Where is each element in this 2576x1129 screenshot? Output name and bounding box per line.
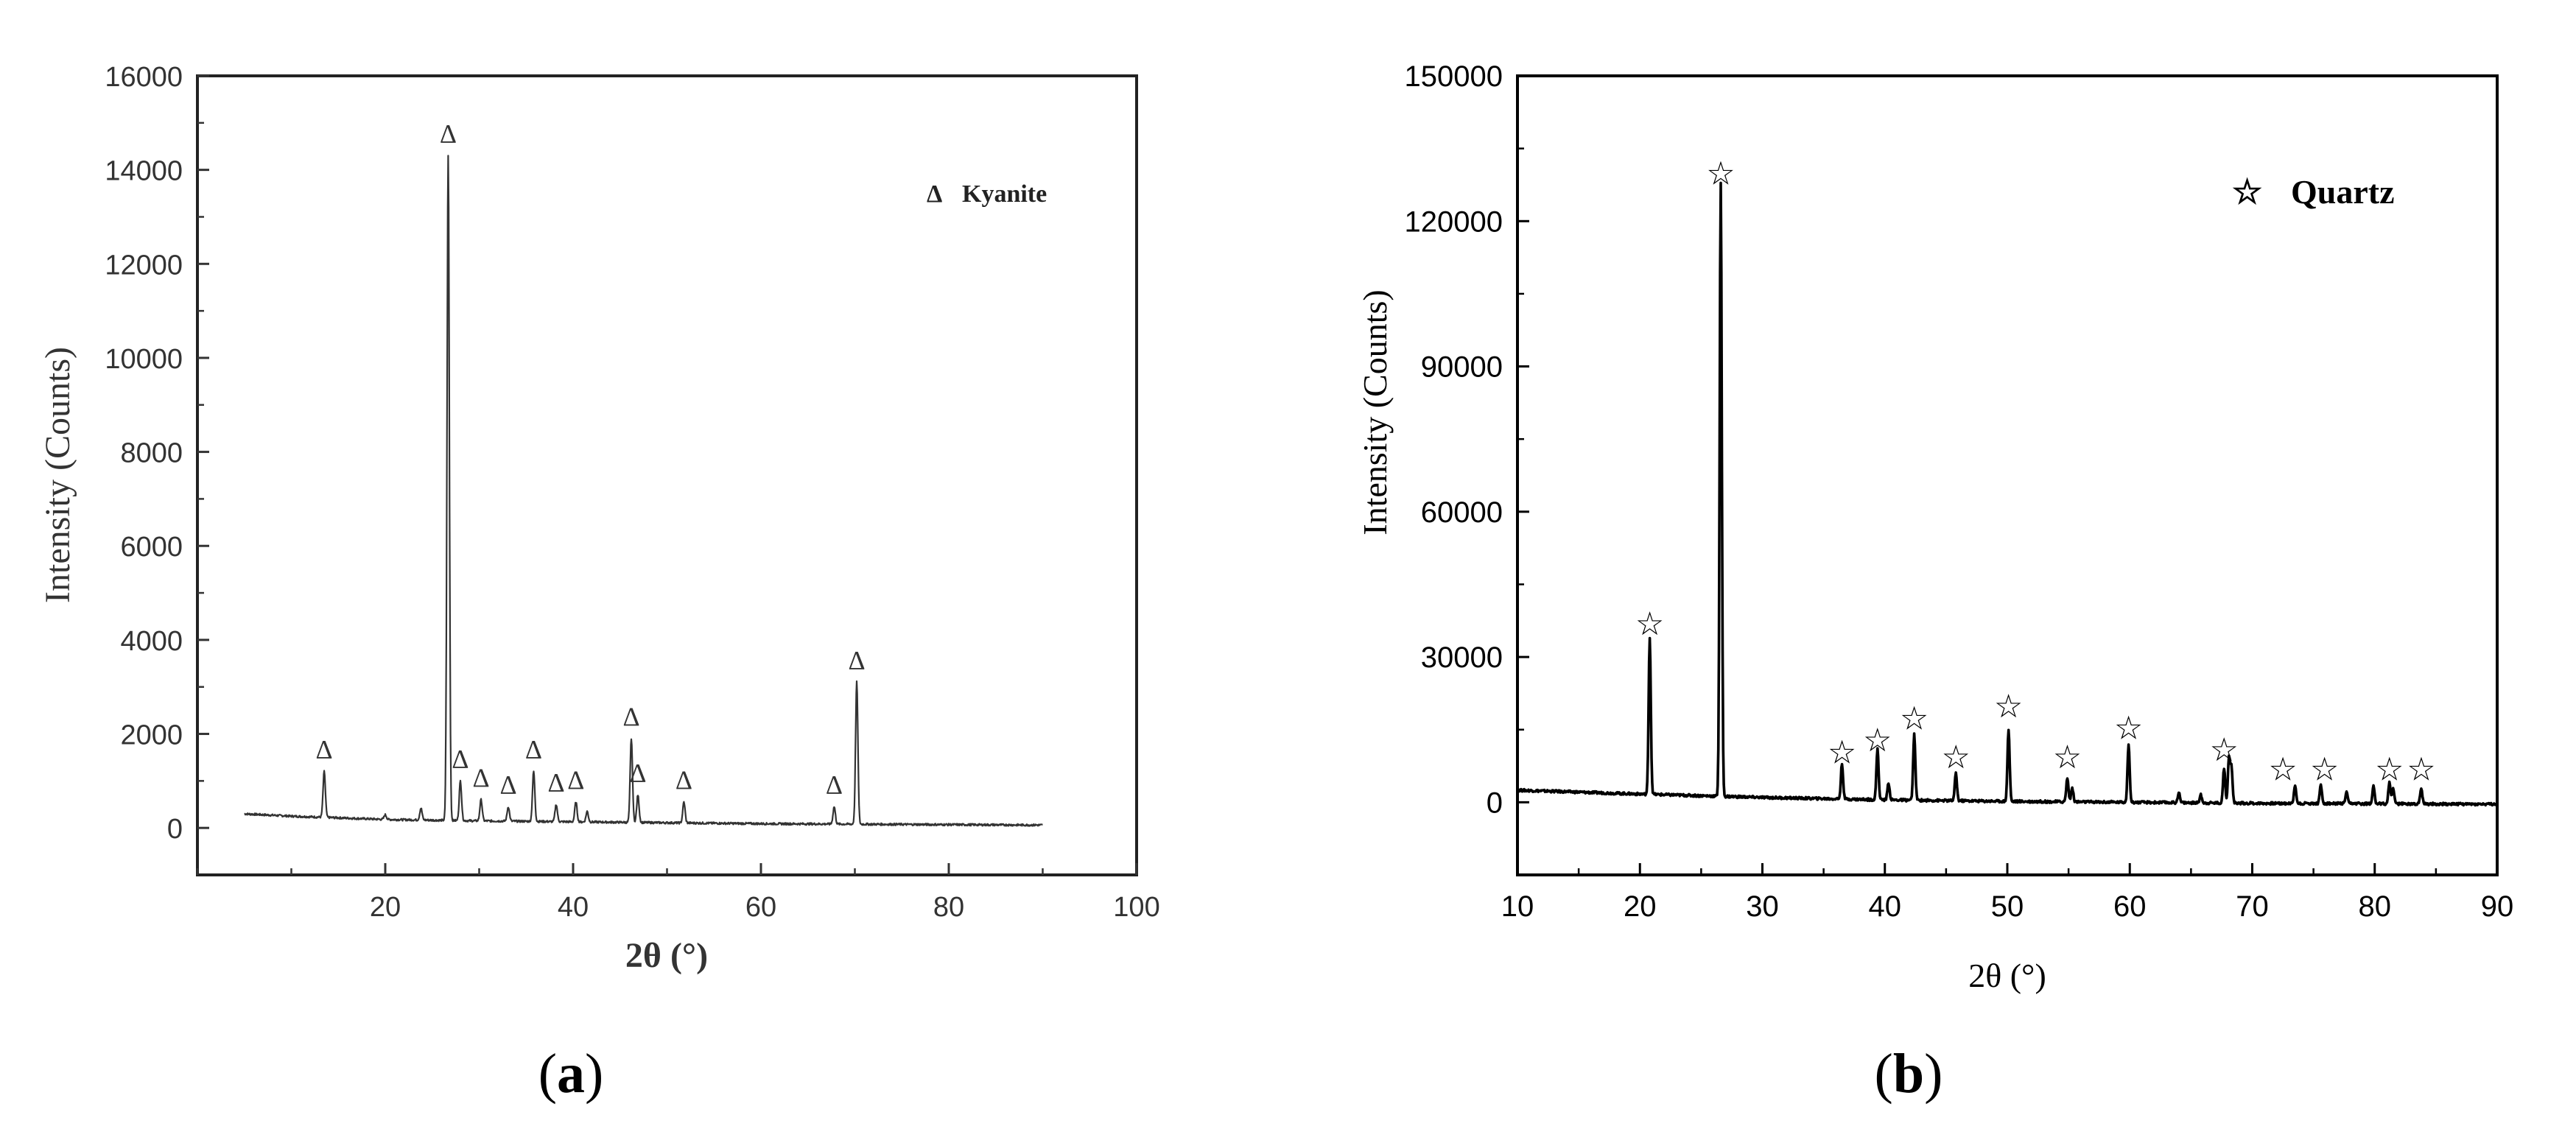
panel-b-peak-marker: ☆ bbox=[1994, 689, 2023, 725]
panel-a-peak-marker: Δ bbox=[826, 770, 843, 799]
panel-a-peak-marker: Δ bbox=[629, 759, 646, 788]
panel-a-peak-marker: Δ bbox=[472, 763, 489, 792]
panel-a-y-tick-label: 12000 bbox=[105, 250, 183, 281]
panel-a-y-tick-label: 2000 bbox=[120, 720, 183, 751]
panel-a-x-tick-label: 100 bbox=[1113, 892, 1159, 923]
panel-b-chart: 10 20 30 40 50 60 70 80 90 0 30000 60000 90000 120000… bbox=[1356, 60, 2513, 1105]
panel-a-peak-marker: Δ bbox=[622, 702, 639, 731]
panel-b-peak-marker: ☆ bbox=[2407, 751, 2435, 787]
panel-a-peak-marker: Δ bbox=[567, 765, 584, 795]
panel-b-x-tick-label: 90 bbox=[2481, 890, 2514, 923]
panel-b-peak-marker: ☆ bbox=[1900, 700, 1929, 736]
panel-a-x-tick-label: 20 bbox=[370, 892, 401, 923]
panel-b-x-axis-title: 2θ (°) bbox=[1968, 957, 2046, 994]
panel-a-ticks: 20 40 60 80 100 0 2000 4000 6000 8000 10000 12000 14… bbox=[105, 62, 1159, 923]
panel-b-x-tick-label: 10 bbox=[1501, 890, 1534, 923]
panel-a-x-axis-title: 2θ (°) bbox=[625, 936, 708, 975]
panel-a-legend: Δ Kyanite bbox=[927, 180, 1047, 208]
panel-a-peak-marker: Δ bbox=[440, 119, 457, 149]
panel-b-peak-marker: ☆ bbox=[2053, 739, 2082, 775]
panel-a-peak-marker: Δ bbox=[316, 735, 333, 764]
panel-b-x-tick-label: 30 bbox=[1746, 890, 1779, 923]
panel-b-pattern-line bbox=[1516, 181, 2499, 807]
panel-a-x-tick-label: 40 bbox=[558, 892, 589, 923]
panel-b-label-open: ( bbox=[1875, 1043, 1893, 1105]
panel-b-label-close: ) bbox=[1924, 1043, 1942, 1105]
panel-b-y-axis-title: Intensity (Counts) bbox=[1356, 289, 1394, 535]
panel-a-peak-marker: Δ bbox=[675, 765, 692, 795]
panel-a-y-tick-label: 8000 bbox=[120, 438, 183, 469]
panel-a-label-close: ) bbox=[585, 1043, 603, 1105]
panel-b-x-tick-label: 60 bbox=[2113, 890, 2147, 923]
panel-a-label-letter: a bbox=[557, 1043, 585, 1105]
panel-a-label: (a) bbox=[538, 1043, 604, 1105]
panel-b-legend: ☆ Quartz bbox=[2232, 173, 2395, 211]
panel-a-label-open: ( bbox=[538, 1043, 557, 1105]
panel-a-x-tick-label: 60 bbox=[745, 892, 776, 923]
panel-b-y-tick-label: 150000 bbox=[1405, 60, 1503, 93]
panel-b-peak-marker: ☆ bbox=[2310, 751, 2339, 787]
panel-b-peak-marker: ☆ bbox=[1863, 722, 1892, 759]
panel-b-legend-label: Quartz bbox=[2291, 173, 2395, 211]
panel-a-legend-marker: Δ bbox=[927, 180, 942, 208]
panel-b-x-tick-label: 70 bbox=[2236, 890, 2269, 923]
panel-b-label-letter: b bbox=[1893, 1043, 1924, 1105]
panel-b-ticks: 10 20 30 40 50 60 70 80 90 0 30000 60000 90000 120000… bbox=[1405, 60, 2514, 923]
panel-a-chart: 20 40 60 80 100 0 2000 4000 6000 8000 10000 12000 14… bbox=[38, 62, 1160, 1105]
panel-a-y-tick-label: 4000 bbox=[120, 626, 183, 657]
panel-b-peak-marker: ☆ bbox=[1635, 606, 1664, 642]
panel-a-peak-marker: Δ bbox=[452, 744, 468, 773]
panel-a-pattern-line bbox=[244, 155, 1044, 827]
panel-b-y-tick-label: 30000 bbox=[1421, 641, 1503, 674]
panel-a-x-tick-label: 80 bbox=[933, 892, 964, 923]
panel-a-peak-marker: Δ bbox=[499, 770, 516, 799]
panel-a-y-tick-label: 16000 bbox=[105, 62, 183, 93]
panel-b-x-tick-label: 80 bbox=[2359, 890, 2392, 923]
panel-a-y-tick-label: 0 bbox=[167, 814, 183, 845]
panel-a-peak-marker: Δ bbox=[848, 645, 865, 675]
panel-a-pattern bbox=[244, 155, 1044, 827]
panel-b-peak-marker: ☆ bbox=[2375, 751, 2404, 787]
panel-b-x-tick-label: 20 bbox=[1624, 890, 1657, 923]
panel-a-peak-marker: Δ bbox=[547, 767, 564, 797]
panel-a-y-tick-label: 6000 bbox=[120, 532, 183, 563]
panel-b-x-tick-label: 40 bbox=[1869, 890, 1902, 923]
panel-b-peak-marker: ☆ bbox=[1941, 739, 1970, 775]
panel-b-pattern bbox=[1516, 181, 2499, 807]
panel-b-y-tick-label: 120000 bbox=[1405, 205, 1503, 238]
panel-a-y-tick-label: 10000 bbox=[105, 344, 183, 375]
panel-a-peak-marker: Δ bbox=[525, 735, 542, 764]
panel-a-legend-label: Kyanite bbox=[962, 180, 1047, 208]
panel-b-peak-marker: ☆ bbox=[2114, 710, 2143, 746]
panel-b-peak-marker: ☆ bbox=[2210, 732, 2239, 768]
panel-b-peak-marker: ☆ bbox=[1706, 156, 1735, 192]
panel-b-peak-markers: ☆☆☆ ☆☆☆☆☆☆☆☆ ☆ ☆ ☆ bbox=[1635, 156, 2436, 788]
panel-a-y-axis-title: Intensity (Counts) bbox=[38, 347, 77, 603]
panel-b-x-tick-label: 50 bbox=[1991, 890, 2024, 923]
panel-b-peak-marker: ☆ bbox=[2268, 751, 2297, 787]
panel-b-peak-marker: ☆ bbox=[1828, 734, 1856, 770]
panel-b-y-tick-label: 0 bbox=[1487, 787, 1503, 819]
panel-b-legend-marker: ☆ bbox=[2232, 173, 2262, 211]
panel-b-label: (b) bbox=[1875, 1043, 1943, 1105]
panel-a-y-tick-label: 14000 bbox=[105, 156, 183, 187]
panel-b-y-tick-label: 90000 bbox=[1421, 351, 1503, 384]
panel-b-y-tick-label: 60000 bbox=[1421, 496, 1503, 529]
